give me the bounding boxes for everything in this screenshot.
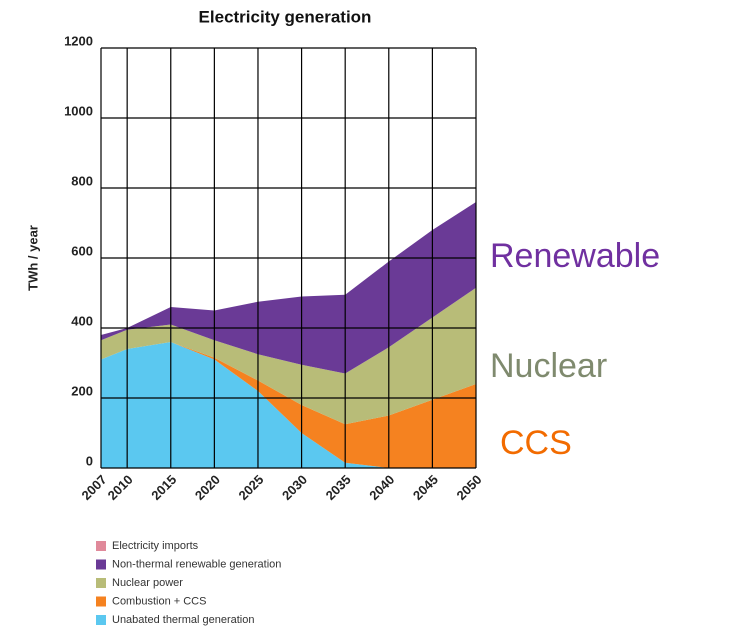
area: [101, 202, 476, 374]
x-tick-label: 2035: [323, 472, 354, 503]
x-tick-label: 2050: [453, 472, 484, 503]
y-tick-label: 200: [71, 383, 93, 398]
y-tick-label: 0: [86, 453, 93, 468]
chart-title: Electricity generation: [199, 7, 372, 26]
legend-label: Non-thermal renewable generation: [112, 558, 281, 570]
area: [101, 287, 476, 425]
x-tick-label: 2030: [279, 472, 310, 503]
x-tick-label: 2010: [105, 472, 136, 503]
y-axis-label: TWh / year: [25, 225, 40, 291]
y-tick-label: 600: [71, 243, 93, 258]
y-tick-label: 1000: [64, 103, 93, 118]
legend-label: Combustion + CCS: [112, 595, 206, 607]
legend-swatch: [96, 596, 106, 607]
area: [101, 342, 476, 468]
x-tick-label: 2045: [410, 472, 441, 503]
x-tick-label: 2020: [192, 472, 223, 503]
legend-label: Unabated thermal generation: [112, 614, 254, 626]
y-tick-label: 800: [71, 173, 93, 188]
x-tick-label: 2040: [366, 472, 397, 503]
area: [101, 342, 476, 468]
legend-swatch: [96, 541, 106, 551]
x-tick-label: 2015: [148, 472, 179, 503]
y-tick-label: 1200: [64, 33, 93, 48]
x-tick-label: 2025: [235, 472, 266, 503]
annotation: Nuclear: [490, 347, 607, 385]
legend-label: Electricity imports: [112, 540, 199, 552]
x-tick-label: 2007: [78, 472, 109, 503]
legend-swatch: [96, 559, 106, 570]
y-tick-label: 400: [71, 313, 93, 328]
legend-swatch: [96, 578, 106, 588]
annotation: Renewable: [490, 237, 660, 275]
legend-label: Nuclear power: [112, 577, 183, 589]
annotation: CCS: [500, 424, 572, 462]
legend-swatch: [96, 615, 106, 625]
